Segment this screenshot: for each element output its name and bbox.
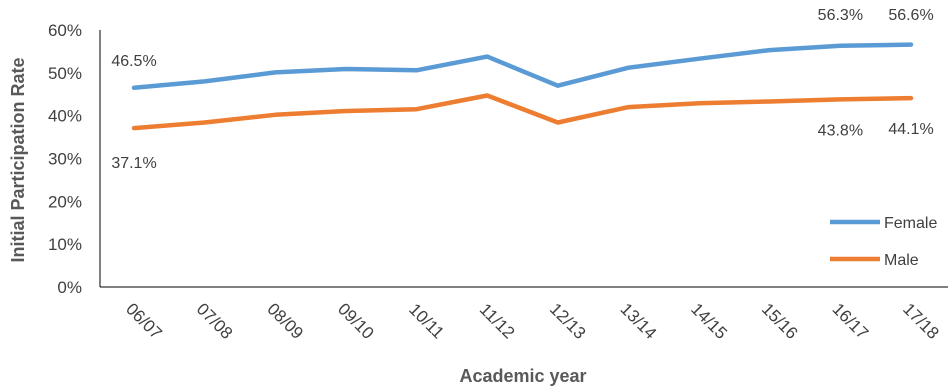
data-label-female: 56.3%: [818, 7, 863, 24]
y-tick-label: 10%: [48, 235, 82, 254]
y-tick-labels: 0% 10% 20% 30% 40% 50% 60%: [48, 21, 82, 297]
data-labels: 46.5% 56.3% 56.6% 37.1% 43.8% 44.1%: [111, 7, 933, 172]
axes-layer: [99, 30, 948, 288]
legend: Female Male: [830, 215, 937, 269]
x-tick-label: 13/14: [617, 299, 661, 343]
series-line-female: [131, 42, 914, 91]
legend-label-female: Female: [884, 215, 937, 232]
y-tick-label: 20%: [48, 192, 82, 211]
x-tick-label: 11/12: [476, 300, 519, 343]
x-tick-label: 08/09: [263, 299, 307, 343]
y-tick-label: 50%: [48, 64, 82, 83]
y-tick-label: 40%: [48, 107, 82, 126]
x-tick-label: 09/10: [334, 299, 378, 343]
data-label-male: 44.1%: [888, 121, 933, 138]
y-tick-label: 60%: [48, 21, 82, 40]
data-label-female: 56.6%: [888, 7, 933, 24]
y-tick-label: 0%: [57, 278, 82, 297]
x-tick-label: 15/16: [758, 299, 802, 343]
x-tick-label: 12/13: [546, 299, 590, 343]
x-axis-title: Academic year: [459, 366, 586, 386]
x-tick-label: 10/11: [405, 300, 448, 343]
x-tick-label: 17/18: [899, 299, 943, 343]
series-line-male: [131, 93, 914, 131]
x-tick-labels: 06/07 07/08 08/09 09/10 10/11 11/12 12/13 13/14…: [122, 299, 943, 343]
data-label-female: 46.5%: [111, 53, 156, 70]
series-layer: [131, 42, 914, 131]
data-label-male: 43.8%: [818, 122, 863, 139]
y-tick-label: 30%: [48, 150, 82, 169]
y-axis-title: Initial Participation Rate: [8, 57, 28, 262]
x-tick-label: 14/15: [687, 299, 731, 343]
data-label-male: 37.1%: [111, 155, 156, 172]
x-tick-label: 07/08: [193, 299, 237, 343]
legend-label-male: Male: [884, 252, 919, 269]
x-tick-label: 06/07: [122, 299, 166, 343]
x-tick-label: 16/17: [828, 299, 872, 343]
